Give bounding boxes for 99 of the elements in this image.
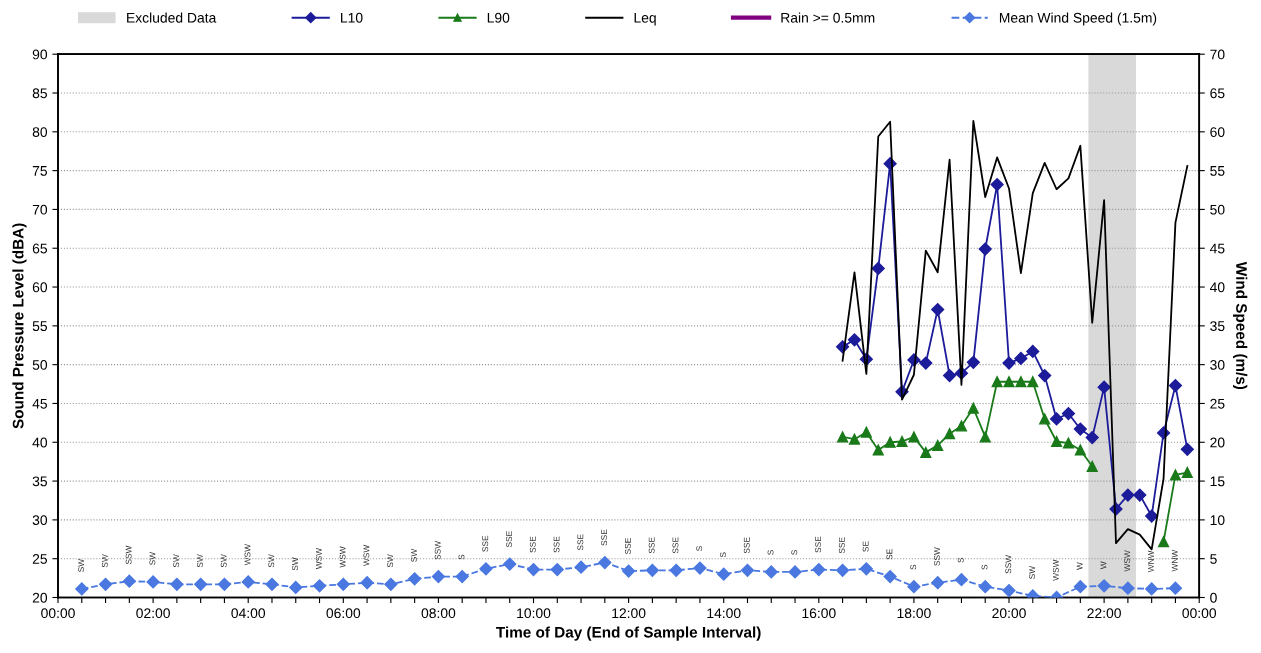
data-label: SSW <box>125 545 132 565</box>
data-label: SSE <box>672 537 679 554</box>
data-label: SSW <box>1005 554 1012 574</box>
data-label: SSE <box>648 537 655 554</box>
data-label: SW <box>78 558 85 572</box>
y2-tick-label: 70 <box>1210 49 1225 60</box>
data-label: WSW <box>244 544 251 566</box>
data-label: SW <box>387 554 394 568</box>
x-tick-label: 04:00 <box>231 608 266 619</box>
y-tick-label: 60 <box>32 282 48 293</box>
y-tick-label: 35 <box>32 476 48 487</box>
data-label: SSE <box>815 536 822 553</box>
y2-tick-label: 35 <box>1210 321 1225 332</box>
x-tick-label: 16:00 <box>802 608 836 619</box>
data-label: SSE <box>624 538 631 555</box>
data-label: SW <box>220 554 227 568</box>
y-tick-label: 75 <box>32 166 48 176</box>
data-label: SW <box>173 554 180 568</box>
data-label: S <box>981 564 988 570</box>
x-tick-label: 22:00 <box>1087 608 1121 619</box>
x-tick-label: 20:00 <box>992 608 1026 619</box>
data-label: WNW <box>1171 549 1178 572</box>
data-label: WSW <box>1124 550 1131 572</box>
data-label: WSW <box>339 546 346 568</box>
data-label: SSE <box>482 535 489 552</box>
x-tick-label: 00:00 <box>41 608 75 619</box>
x-tick-label: 12:00 <box>612 608 646 619</box>
data-label: SSE <box>506 531 512 548</box>
data-label: S <box>720 552 726 558</box>
y2-tick-label: 30 <box>1210 359 1225 370</box>
data-label: S <box>957 557 964 563</box>
legend-label: Excluded Data <box>127 12 217 23</box>
y-tick-label: 40 <box>32 437 48 448</box>
y2-tick-label: 15 <box>1210 476 1225 487</box>
data-label: S <box>767 550 774 555</box>
x-tick-label: 14:00 <box>707 608 741 619</box>
data-label: SW <box>149 551 156 565</box>
y2-tick-label: 50 <box>1210 204 1225 215</box>
data-label: S <box>910 564 917 570</box>
data-label: S <box>791 550 798 555</box>
data-label: SE <box>862 541 869 552</box>
y-tick-label: 20 <box>32 592 48 603</box>
y-tick-label: 80 <box>32 127 48 137</box>
y2-tick-label: 60 <box>1210 127 1225 137</box>
data-label: SW <box>410 548 417 562</box>
data-label: SSW <box>434 540 441 560</box>
y2-tick-label: 5 <box>1210 554 1217 564</box>
x-tick-label: 00:00 <box>1182 608 1217 619</box>
data-label: SW <box>268 554 275 568</box>
data-label: SW <box>292 557 298 571</box>
x-tick-label: 18:00 <box>897 608 931 619</box>
y-tick-label: 50 <box>32 359 48 370</box>
y-axis-title: Sound Pressure Level (dBA) <box>12 223 27 429</box>
y2-tick-label: 40 <box>1209 282 1225 293</box>
data-label: SSE <box>743 537 750 554</box>
data-label: SW <box>1029 565 1036 579</box>
data-label: S <box>458 554 465 560</box>
legend-label: Leq <box>634 13 656 26</box>
y2-tick-label: 45 <box>1209 243 1225 254</box>
data-label: SW <box>101 554 108 568</box>
legend-label: L90 <box>487 12 510 23</box>
data-label: S <box>696 546 703 551</box>
data-label: SSE <box>838 537 845 554</box>
y2-tick-label: 20 <box>1210 437 1225 448</box>
data-label: WSW <box>363 544 370 567</box>
data-label: SE <box>886 549 893 560</box>
data-label: SSE <box>601 529 608 546</box>
x-tick-label: 08:00 <box>421 608 456 619</box>
y-tick-label: 85 <box>32 88 48 99</box>
x-axis-title: Time of Day (End of Sample Interval) <box>496 626 761 641</box>
x-tick-label: 02:00 <box>136 608 170 619</box>
data-label: SSE <box>553 536 560 553</box>
legend-label: Mean Wind Speed (1.5m) <box>999 12 1157 26</box>
y2-axis-title: Wind Speed (m/s) <box>1233 261 1248 390</box>
y-tick-label: 45 <box>32 398 48 409</box>
legend-label: Rain >= 0.5mm <box>781 12 875 23</box>
legend-label: L10 <box>341 12 363 23</box>
data-label: WNW <box>1148 550 1154 573</box>
y-tick-label: 30 <box>32 515 48 526</box>
y2-tick-label: 0 <box>1210 592 1217 603</box>
data-label: WSW <box>315 547 322 570</box>
y2-tick-label: 55 <box>1210 166 1225 176</box>
y2-tick-label: 65 <box>1210 88 1225 99</box>
data-label: SSE <box>529 536 536 553</box>
x-tick-label: 06:00 <box>326 608 361 619</box>
x-tick-label: 10:00 <box>517 608 551 619</box>
data-label: SSW <box>934 547 940 566</box>
data-label: SSE <box>577 534 584 551</box>
data-label: W <box>1100 561 1107 570</box>
y2-tick-label: 25 <box>1210 398 1225 409</box>
y-tick-label: 25 <box>32 554 48 564</box>
data-label: WSW <box>1052 559 1059 581</box>
data-label: SW <box>196 554 203 568</box>
y-tick-label: 90 <box>32 49 48 60</box>
y-tick-label: 55 <box>32 321 48 332</box>
y-tick-label: 70 <box>32 204 48 215</box>
y2-tick-label: 10 <box>1210 515 1225 526</box>
y-tick-label: 65 <box>32 243 48 254</box>
data-label: W <box>1076 562 1083 570</box>
